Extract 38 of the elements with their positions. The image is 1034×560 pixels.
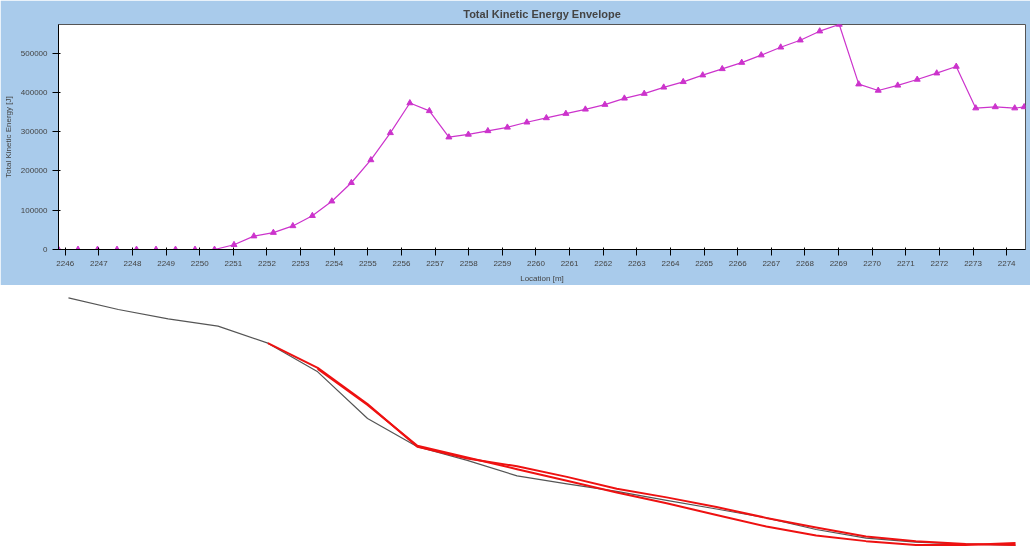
x-tick-label: 2267 (762, 258, 781, 268)
x-tick-label: 2271 (896, 258, 916, 268)
x-tick-label: 2262 (594, 258, 613, 268)
chart-title: Total Kinetic Energy Envelope (463, 7, 621, 20)
y-tick-label: 300000 (20, 127, 49, 137)
x-tick-label: 2273 (964, 258, 983, 268)
x-tick-label: 2260 (527, 258, 546, 268)
y-axis-title: Total Kinetic Energy [J] (3, 96, 13, 178)
x-tick-label: 2255 (358, 258, 378, 268)
y-tick-label: 400000 (20, 87, 49, 97)
y-tick-label: 100000 (20, 205, 49, 215)
x-tick-label: 2270 (863, 258, 882, 268)
x-tick-label: 2249 (157, 258, 176, 268)
x-tick-label: 2248 (123, 258, 142, 268)
y-tick-label: 0 (43, 245, 49, 254)
x-tick-label: 2251 (224, 258, 243, 268)
x-tick-label: 2254 (325, 258, 344, 268)
x-tick-label: 2269 (829, 258, 848, 268)
x-tick-label: 2274 (997, 258, 1017, 268)
x-tick-label: 2263 (627, 258, 647, 268)
x-tick-label: 2247 (89, 258, 109, 268)
x-tick-label: 2252 (258, 258, 277, 268)
x-tick-label: 2261 (560, 258, 580, 268)
y-tick-label: 500000 (20, 48, 49, 58)
x-tick-label: 2259 (493, 258, 512, 268)
x-tick-label: 2272 (930, 258, 949, 268)
y-tick-label: 200000 (20, 166, 49, 176)
x-tick-label: 2246 (56, 258, 75, 268)
x-axis-title: Location [m] (520, 273, 564, 283)
x-tick-label: 2256 (392, 258, 411, 268)
x-tick-label: 2257 (426, 258, 445, 268)
x-tick-label: 2268 (796, 258, 815, 268)
x-tick-label: 2250 (190, 258, 210, 268)
x-tick-label: 2265 (695, 258, 714, 268)
x-tick-label: 2266 (728, 258, 748, 268)
x-tick-label: 2258 (459, 258, 479, 268)
x-tick-label: 2264 (661, 258, 680, 268)
x-tick-label: 2253 (291, 258, 311, 268)
